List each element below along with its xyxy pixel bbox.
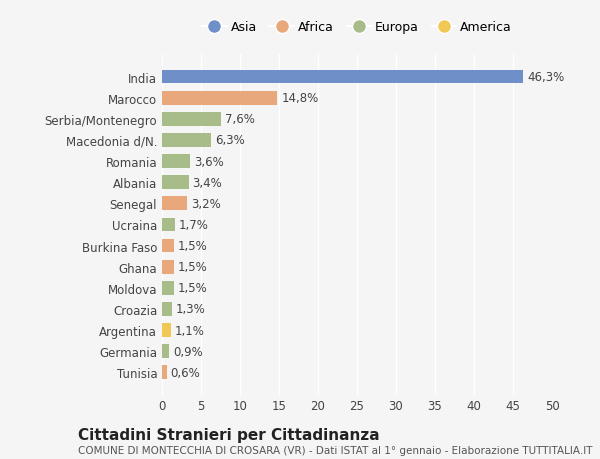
- Bar: [162, 239, 174, 253]
- Bar: [162, 155, 190, 168]
- Legend: Asia, Africa, Europa, America: Asia, Africa, Europa, America: [198, 17, 516, 38]
- Text: 1,7%: 1,7%: [179, 218, 209, 231]
- Bar: [162, 176, 188, 190]
- Bar: [162, 71, 523, 84]
- Bar: [162, 197, 187, 211]
- Bar: [162, 260, 174, 274]
- Text: COMUNE DI MONTECCHIA DI CROSARA (VR) - Dati ISTAT al 1° gennaio - Elaborazione T: COMUNE DI MONTECCHIA DI CROSARA (VR) - D…: [78, 445, 593, 455]
- Bar: [162, 218, 175, 232]
- Text: 3,2%: 3,2%: [191, 197, 221, 210]
- Bar: [162, 366, 167, 379]
- Bar: [162, 345, 169, 358]
- Text: 46,3%: 46,3%: [527, 71, 564, 84]
- Bar: [162, 134, 211, 147]
- Text: Cittadini Stranieri per Cittadinanza: Cittadini Stranieri per Cittadinanza: [78, 427, 380, 442]
- Text: 0,9%: 0,9%: [173, 345, 203, 358]
- Bar: [162, 92, 277, 105]
- Bar: [162, 302, 172, 316]
- Text: 6,3%: 6,3%: [215, 134, 245, 147]
- Text: 14,8%: 14,8%: [281, 92, 319, 105]
- Text: 7,6%: 7,6%: [225, 113, 255, 126]
- Bar: [162, 281, 174, 295]
- Text: 1,5%: 1,5%: [178, 240, 208, 252]
- Text: 1,3%: 1,3%: [176, 303, 206, 316]
- Text: 1,5%: 1,5%: [178, 282, 208, 295]
- Text: 1,1%: 1,1%: [175, 324, 205, 337]
- Text: 3,6%: 3,6%: [194, 155, 224, 168]
- Bar: [162, 112, 221, 126]
- Bar: [162, 324, 170, 337]
- Text: 1,5%: 1,5%: [178, 261, 208, 274]
- Text: 0,6%: 0,6%: [170, 366, 200, 379]
- Text: 3,4%: 3,4%: [193, 176, 222, 189]
